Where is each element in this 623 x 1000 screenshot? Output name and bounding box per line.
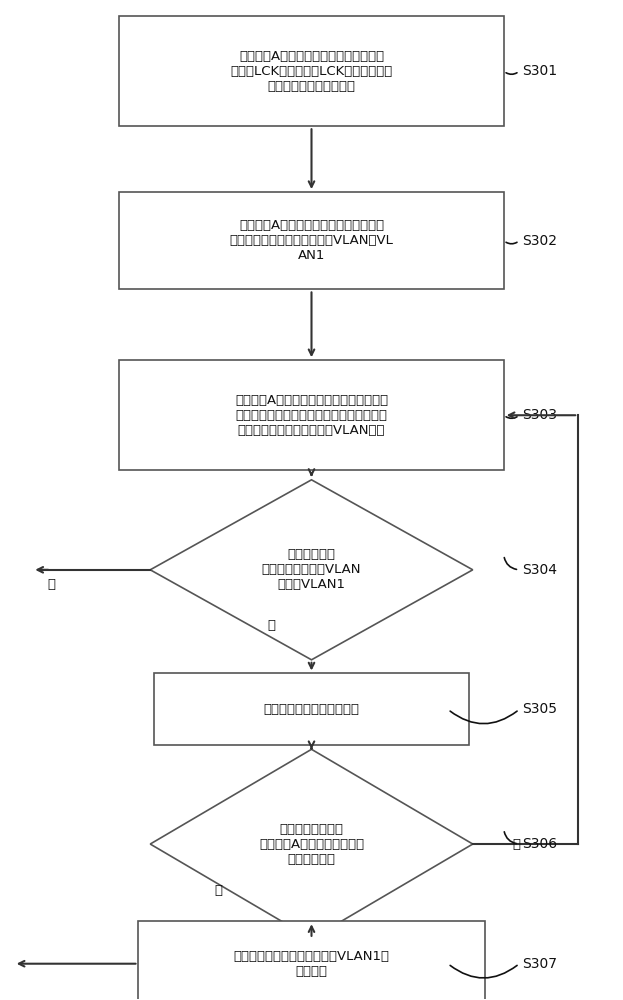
Polygon shape	[150, 480, 473, 660]
FancyBboxPatch shape	[119, 16, 504, 126]
FancyBboxPatch shape	[154, 673, 469, 745]
Text: S307: S307	[522, 957, 558, 971]
Text: S306: S306	[522, 837, 558, 851]
Text: 维护端点A确定其服务的多个客户层中，
数据业务待被中断的客户层的VLAN为VL
AN1: 维护端点A确定其服务的多个客户层中， 数据业务待被中断的客户层的VLAN为VL …	[229, 219, 394, 262]
Text: 维护端点A处于有计划的管理或诊段状态
，执行LCK功能，发送LCK报文给其服务
的所有的客户层维护端点: 维护端点A处于有计划的管理或诊段状态 ，执行LCK功能，发送LCK报文给其服务 …	[231, 50, 392, 93]
Text: 否: 否	[47, 578, 55, 591]
Text: 是: 是	[267, 619, 275, 632]
Text: 监测当前的服务层
维护端点A本次的管理或诊断
状态是否结束: 监测当前的服务层 维护端点A本次的管理或诊断 状态是否结束	[259, 823, 364, 866]
Text: 是: 是	[214, 884, 222, 897]
Text: 交换芯片不转发该业务报文: 交换芯片不转发该业务报文	[264, 703, 359, 716]
Text: S304: S304	[522, 563, 558, 577]
FancyBboxPatch shape	[138, 921, 485, 1000]
FancyBboxPatch shape	[119, 192, 504, 289]
Text: S301: S301	[522, 64, 558, 78]
Text: 维护端点A的设备接收来自客户层的业务报
文，设备的交换芯片解析该业务报文的报文
头，获取业务报文的客户层VLAN信息: 维护端点A的设备接收来自客户层的业务报 文，设备的交换芯片解析该业务报文的报文 …	[235, 394, 388, 437]
Text: 按正常业务报文处理流程处理VLAN1的
业务报文: 按正常业务报文处理流程处理VLAN1的 业务报文	[234, 950, 389, 978]
Text: 否: 否	[512, 838, 520, 851]
FancyBboxPatch shape	[119, 360, 504, 470]
Polygon shape	[150, 749, 473, 939]
Text: S303: S303	[522, 408, 558, 422]
Text: 交换芯片判断
业务报文的客户层VLAN
是否为VLAN1: 交换芯片判断 业务报文的客户层VLAN 是否为VLAN1	[262, 548, 361, 591]
Text: S305: S305	[522, 702, 558, 716]
Text: S302: S302	[522, 234, 558, 248]
